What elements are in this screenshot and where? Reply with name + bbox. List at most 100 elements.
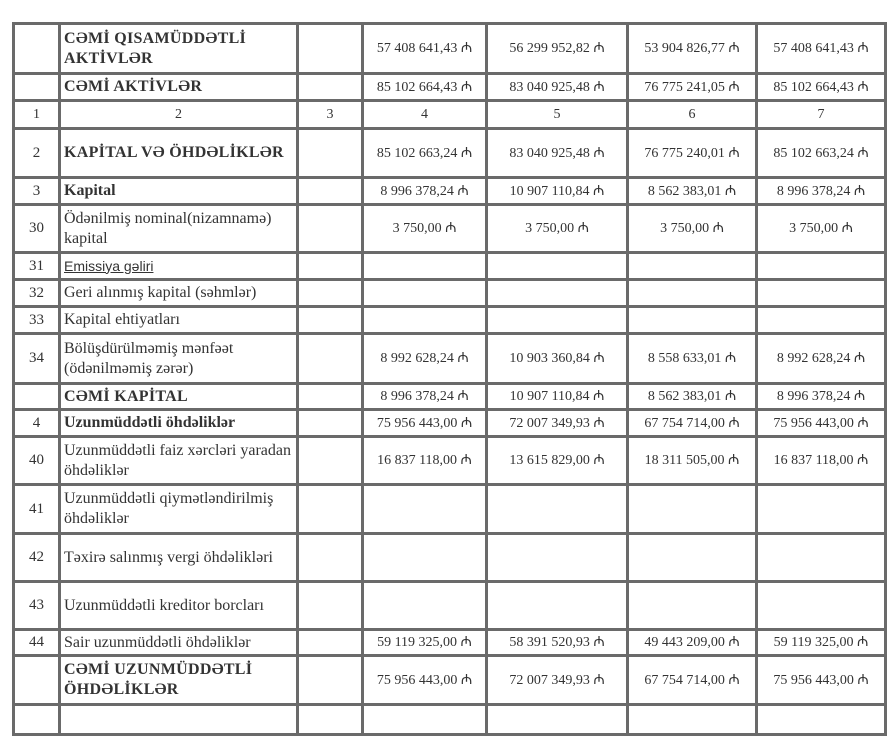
empty-cell bbox=[12, 703, 61, 736]
empty-cell bbox=[58, 703, 299, 736]
row-label-text: Uzunmüddətli qiymətləndirilmiş öhdəliklə… bbox=[64, 490, 274, 527]
row-label: Uzunmüddətli qiymətləndirilmiş öhdəliklə… bbox=[58, 483, 299, 535]
row-label-link[interactable]: Emissiya gəliri bbox=[64, 257, 154, 274]
row-value: 57 408 641,43 ₼ bbox=[755, 22, 887, 75]
table-row: 32 Geri alınmış kapital (səhmlər) bbox=[12, 278, 887, 308]
row-code: 40 bbox=[12, 435, 61, 486]
row-code: 2 bbox=[12, 127, 61, 179]
row-value: 8 996 378,24 ₼ bbox=[361, 176, 488, 206]
column-number: 2 bbox=[58, 99, 299, 130]
row-value bbox=[485, 278, 629, 308]
table-row: 43 Uzunmüddətli kreditor borcları bbox=[12, 580, 887, 631]
row-value bbox=[361, 278, 488, 308]
row-value: 8 992 628,24 ₼ bbox=[361, 332, 488, 385]
row-code: 32 bbox=[12, 278, 61, 308]
row-col3 bbox=[296, 382, 364, 411]
row-value: 10 907 110,84 ₼ bbox=[485, 176, 629, 206]
row-value: 75 956 443,00 ₼ bbox=[755, 654, 887, 706]
row-value bbox=[755, 483, 887, 535]
row-value: 8 996 378,24 ₼ bbox=[755, 176, 887, 206]
row-code: 44 bbox=[12, 628, 61, 657]
row-value bbox=[485, 483, 629, 535]
row-value: 3 750,00 ₼ bbox=[755, 203, 887, 254]
row-value: 85 102 664,43 ₼ bbox=[361, 72, 488, 102]
row-value: 83 040 925,48 ₼ bbox=[485, 127, 629, 179]
row-label-text: CƏMİ UZUNMÜDDƏTLİ ÖHDƏLİKLƏR bbox=[64, 661, 253, 698]
row-value: 16 837 118,00 ₼ bbox=[755, 435, 887, 486]
row-code: 4 bbox=[12, 408, 61, 438]
row-value: 75 956 443,00 ₼ bbox=[361, 654, 488, 706]
row-value: 10 907 110,84 ₼ bbox=[485, 382, 629, 411]
table-row: 41 Uzunmüddətli qiymətləndirilmiş öhdəlik… bbox=[12, 483, 887, 535]
row-col3 bbox=[296, 278, 364, 308]
row-value bbox=[361, 532, 488, 583]
row-col3 bbox=[296, 72, 364, 102]
row-col3 bbox=[296, 654, 364, 706]
row-value bbox=[755, 251, 887, 281]
row-col3 bbox=[296, 628, 364, 657]
row-value bbox=[485, 251, 629, 281]
row-code: 3 bbox=[12, 176, 61, 206]
row-label: Uzunmüddətli faiz xərcləri yaradan öhdəl… bbox=[58, 435, 299, 486]
row-label-text: Uzunmüddətli faiz xərcləri yaradan öhdəl… bbox=[64, 441, 291, 479]
row-value: 67 754 714,00 ₼ bbox=[626, 654, 758, 706]
row-value bbox=[755, 278, 887, 308]
row-value bbox=[361, 251, 488, 281]
row-value bbox=[626, 483, 758, 535]
row-value: 56 299 952,82 ₼ bbox=[485, 22, 629, 75]
balance-sheet-table: CƏMİ QISAMÜDDƏTLİ AKTİVLƏR 57 408 641,43 … bbox=[12, 22, 887, 736]
row-label-text: Uzunmüddətli kreditor borcları bbox=[64, 596, 264, 614]
row-col3 bbox=[296, 127, 364, 179]
column-number: 5 bbox=[485, 99, 629, 130]
row-label: CƏMİ AKTİVLƏR bbox=[58, 72, 299, 102]
row-value bbox=[626, 278, 758, 308]
row-value: 8 996 378,24 ₼ bbox=[755, 382, 887, 411]
row-value: 57 408 641,43 ₼ bbox=[361, 22, 488, 75]
column-number: 7 bbox=[755, 99, 887, 130]
row-value: 59 119 325,00 ₼ bbox=[361, 628, 488, 657]
row-value: 85 102 664,43 ₼ bbox=[755, 72, 887, 102]
row-code bbox=[12, 654, 61, 706]
empty-cell bbox=[755, 703, 887, 736]
row-value: 72 007 349,93 ₼ bbox=[485, 408, 629, 438]
empty-cell bbox=[361, 703, 488, 736]
row-value: 8 562 383,01 ₼ bbox=[626, 176, 758, 206]
table-row: 33 Kapital ehtiyatları bbox=[12, 305, 887, 335]
row-label-text: CƏMİ AKTİVLƏR bbox=[64, 78, 203, 95]
row-value: 72 007 349,93 ₼ bbox=[485, 654, 629, 706]
row-code: 30 bbox=[12, 203, 61, 254]
row-value bbox=[755, 305, 887, 335]
row-label: Sair uzunmüddətli öhdəliklər bbox=[58, 628, 299, 657]
row-code: 42 bbox=[12, 532, 61, 583]
row-label: Uzunmüddətli kreditor borcları bbox=[58, 580, 299, 631]
row-label: KAPİTAL VƏ ÖHDƏLİKLƏR bbox=[58, 127, 299, 179]
row-label-text: Təxirə salınmış vergi öhdəlikləri bbox=[64, 548, 273, 566]
row-label-text: Uzunmüddətli öhdəliklər bbox=[64, 414, 236, 431]
row-label: Emissiya gəliri bbox=[58, 251, 299, 281]
row-col3 bbox=[296, 580, 364, 631]
table-row: CƏMİ AKTİVLƏR 85 102 664,43 ₼ 83 040 925,4… bbox=[12, 72, 887, 102]
table-row: CƏMİ UZUNMÜDDƏTLİ ÖHDƏLİKLƏR 75 956 443,0… bbox=[12, 654, 887, 706]
table-row: 4 Uzunmüddətli öhdəliklər 75 956 443,00 ₼ 7… bbox=[12, 408, 887, 438]
column-number: 1 bbox=[12, 99, 61, 130]
row-value: 8 558 633,01 ₼ bbox=[626, 332, 758, 385]
column-number: 6 bbox=[626, 99, 758, 130]
column-number: 4 bbox=[361, 99, 488, 130]
row-value: 49 443 209,00 ₼ bbox=[626, 628, 758, 657]
row-value: 59 119 325,00 ₼ bbox=[755, 628, 887, 657]
row-value bbox=[626, 580, 758, 631]
row-code: 34 bbox=[12, 332, 61, 385]
row-label: Kapital ehtiyatları bbox=[58, 305, 299, 335]
row-value: 16 837 118,00 ₼ bbox=[361, 435, 488, 486]
row-label-text: CƏMİ KAPİTAL bbox=[64, 387, 189, 405]
row-value bbox=[361, 483, 488, 535]
row-label-text: CƏMİ QISAMÜDDƏTLİ AKTİVLƏR bbox=[64, 29, 247, 67]
row-label: Uzunmüddətli öhdəliklər bbox=[58, 408, 299, 438]
row-value: 58 391 520,93 ₼ bbox=[485, 628, 629, 657]
row-code: 33 bbox=[12, 305, 61, 335]
column-number: 3 bbox=[296, 99, 364, 130]
row-value: 75 956 443,00 ₼ bbox=[361, 408, 488, 438]
row-label-text: Sair uzunmüddətli öhdəliklər bbox=[64, 633, 251, 651]
table-row: 42 Təxirə salınmış vergi öhdəlikləri bbox=[12, 532, 887, 583]
table-row: 44 Sair uzunmüddətli öhdəliklər 59 119 325… bbox=[12, 628, 887, 657]
